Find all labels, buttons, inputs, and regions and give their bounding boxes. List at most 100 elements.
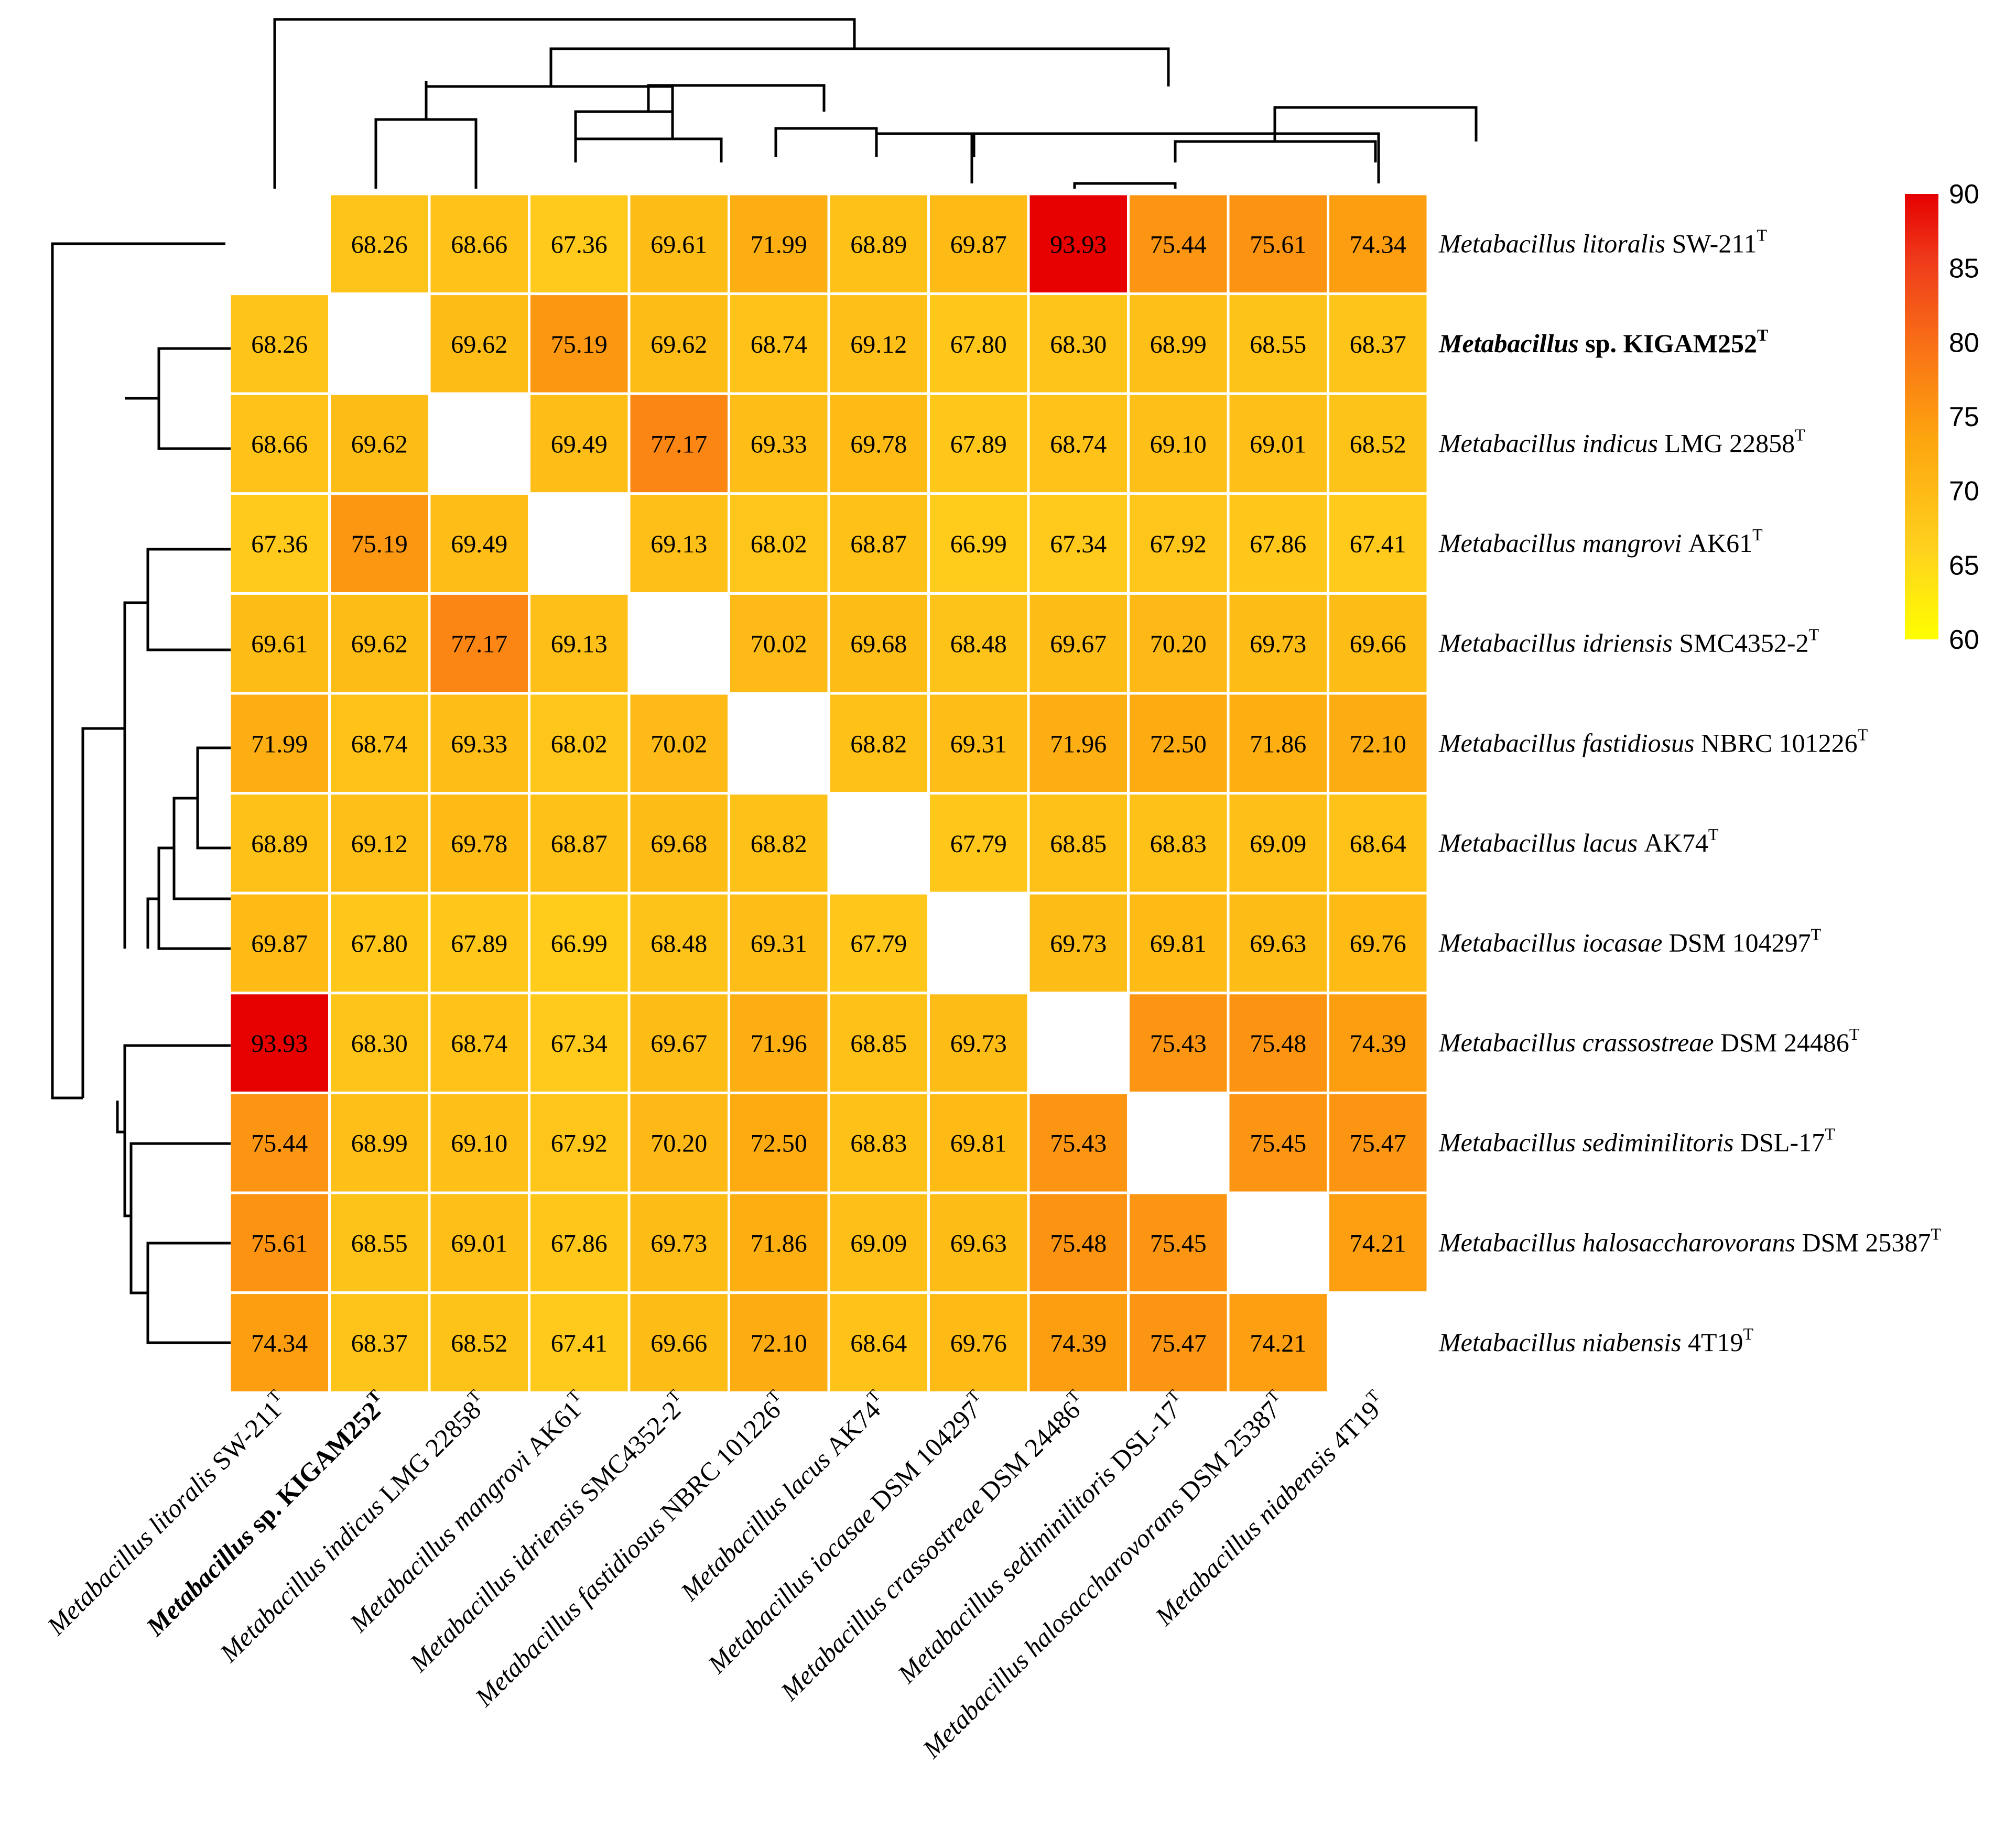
heatmap-cell bbox=[1127, 692, 1230, 795]
heatmap-cell-value: 68.74 bbox=[1050, 431, 1107, 459]
heatmap-cell-value: 68.87 bbox=[850, 530, 907, 558]
heatmap-cell bbox=[1327, 292, 1429, 395]
heatmap-cell bbox=[827, 1291, 930, 1394]
heatmap-cell-value: 68.74 bbox=[751, 331, 807, 358]
heatmap-cell-value: 68.66 bbox=[451, 231, 507, 258]
row-dendro-branch bbox=[146, 1242, 231, 1344]
heatmap-cell bbox=[228, 992, 331, 1094]
heatmap-cell bbox=[328, 592, 431, 695]
heatmap-cell-value: 69.73 bbox=[1050, 930, 1107, 958]
col-dendro-branch bbox=[273, 18, 856, 189]
heatmap-cell-value: 67.92 bbox=[1150, 530, 1207, 558]
heatmap-cell-value: 67.92 bbox=[551, 1130, 608, 1158]
heatmap-cell bbox=[1227, 992, 1329, 1094]
heatmap-cell-value: 68.82 bbox=[850, 730, 907, 758]
heatmap-cell-value: 68.52 bbox=[1350, 431, 1406, 459]
row-dendro-branch bbox=[146, 897, 159, 949]
row-dendro-branch bbox=[116, 1101, 125, 1134]
heatmap-cell bbox=[927, 792, 1030, 895]
heatmap-cell bbox=[428, 592, 530, 695]
heatmap-cell-diagonal bbox=[228, 192, 331, 296]
heatmap-cell bbox=[728, 891, 830, 995]
heatmap-cell bbox=[827, 392, 930, 495]
heatmap-cell-value: 68.26 bbox=[251, 331, 308, 358]
heatmap-cell-value: 67.86 bbox=[1250, 530, 1306, 558]
heatmap-cell bbox=[1127, 1191, 1230, 1294]
heatmap-cell-value: 69.31 bbox=[751, 930, 807, 958]
col-dendro-branch bbox=[1174, 140, 1377, 162]
heatmap-cell bbox=[1327, 692, 1429, 795]
heatmap-cell bbox=[328, 792, 431, 895]
heatmap-cell-diagonal bbox=[1027, 992, 1130, 1094]
heatmap-cell bbox=[1127, 1291, 1230, 1394]
heatmap-cell bbox=[627, 1191, 730, 1294]
heatmap-cell bbox=[328, 891, 431, 995]
heatmap-cell-value: 69.12 bbox=[850, 331, 907, 358]
heatmap-cell bbox=[1127, 792, 1230, 895]
heatmap-cell-value: 67.89 bbox=[950, 431, 1007, 459]
heatmap-cell bbox=[728, 392, 830, 495]
colorbar-ticks: 90 85 80 75 70 65 60 bbox=[1949, 179, 1979, 655]
heatmap-cell bbox=[728, 592, 830, 695]
heatmap-cell-value: 71.99 bbox=[251, 730, 308, 758]
heatmap-cell-value: 69.73 bbox=[950, 1030, 1007, 1058]
heatmap-cell bbox=[528, 592, 631, 695]
heatmap-cell-value: 69.66 bbox=[651, 1330, 707, 1357]
heatmap-cell bbox=[428, 992, 530, 1094]
heatmap-cell-value: 75.45 bbox=[1250, 1130, 1306, 1158]
heatmap-cell-diagonal bbox=[328, 292, 431, 395]
row-dendro-branch bbox=[196, 746, 231, 850]
heatmap-cell-diagonal bbox=[428, 392, 530, 495]
heatmap-cell-value: 69.33 bbox=[451, 730, 507, 758]
heatmap-cells: 68.26 68.66 67.36 69.61 71.99 68.89 69.87 93.93… bbox=[228, 192, 1429, 1394]
heatmap-cell bbox=[1327, 392, 1429, 495]
heatmap-cell-value: 67.89 bbox=[451, 930, 507, 958]
heatmap-cell bbox=[1127, 592, 1230, 695]
heatmap-cell-value: 75.48 bbox=[1250, 1030, 1306, 1058]
heatmap-cell-value: 72.50 bbox=[1150, 730, 1207, 758]
heatmap-cell-value: 66.99 bbox=[950, 530, 1007, 558]
heatmap-cell-value: 67.79 bbox=[950, 830, 1007, 858]
heatmap-cell bbox=[428, 1291, 530, 1394]
heatmap-cell-value: 74.34 bbox=[251, 1330, 308, 1357]
heatmap-cell-value: 71.99 bbox=[751, 231, 807, 258]
heatmap-cell-value: 70.20 bbox=[651, 1130, 707, 1158]
heatmap-cell bbox=[728, 1191, 830, 1294]
heatmap-cell-value: 75.44 bbox=[1150, 231, 1207, 258]
heatmap-cell bbox=[428, 192, 530, 296]
heatmap-cell-diagonal bbox=[1227, 1191, 1329, 1294]
heatmap-cell-value: 68.26 bbox=[351, 231, 408, 258]
heatmap-cell bbox=[528, 692, 631, 795]
heatmap-cell bbox=[827, 292, 930, 395]
colorbar-tick-label: 90 bbox=[1949, 179, 1979, 210]
heatmap-cell bbox=[1327, 891, 1429, 995]
row-label: Metabacillus litoralis SW-211T bbox=[1438, 225, 1767, 258]
heatmap-cell-value: 75.19 bbox=[351, 530, 408, 558]
heatmap-cell bbox=[927, 1091, 1030, 1194]
heatmap-cell bbox=[1227, 292, 1329, 395]
heatmap-cell bbox=[1127, 492, 1230, 595]
heatmap-cell-value: 68.85 bbox=[850, 1030, 907, 1058]
heatmap-cell-value: 69.63 bbox=[1250, 930, 1306, 958]
row-label: Metabacillus fastidiosus NBRC 101226T bbox=[1438, 725, 1868, 757]
col-dendro-branch bbox=[374, 118, 478, 189]
row-label: Metabacillus mangrovi AK61T bbox=[1438, 525, 1763, 558]
heatmap-cell-value: 74.21 bbox=[1350, 1229, 1406, 1257]
row-dendro-branch bbox=[123, 1044, 231, 1217]
heatmap-cell-value: 75.19 bbox=[551, 331, 608, 358]
heatmap-cell bbox=[1227, 1291, 1329, 1394]
heatmap-cell-value: 68.89 bbox=[850, 231, 907, 258]
heatmap-cell-value: 93.93 bbox=[1050, 231, 1107, 258]
heatmap-cell bbox=[728, 1091, 830, 1194]
heatmap-cell-value: 93.93 bbox=[251, 1030, 308, 1058]
colorbar-tick-label: 65 bbox=[1949, 550, 1979, 581]
heatmap-cell-value: 67.79 bbox=[850, 930, 907, 958]
heatmap-cell-value: 67.36 bbox=[551, 231, 608, 258]
row-labels: Metabacillus litoralis SW-211T Metabacill… bbox=[1438, 225, 1941, 1357]
heatmap-cell bbox=[228, 292, 331, 395]
heatmap-cell bbox=[1027, 1091, 1130, 1194]
heatmap-cell bbox=[528, 792, 631, 895]
row-dendro-branch bbox=[129, 1142, 231, 1294]
heatmap-cell-value: 69.87 bbox=[950, 231, 1007, 258]
